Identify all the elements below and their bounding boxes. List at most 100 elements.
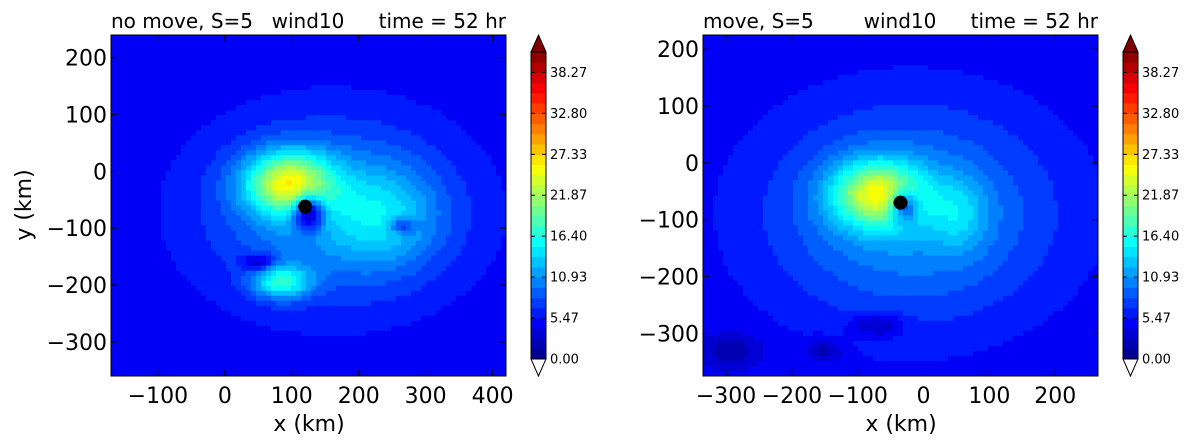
contour-cell bbox=[341, 270, 347, 277]
contour-cell bbox=[391, 45, 397, 51]
contour-cell bbox=[121, 225, 127, 232]
contour-cell bbox=[451, 155, 457, 161]
contour-cell bbox=[236, 205, 242, 212]
contour-cell bbox=[166, 225, 172, 232]
contour-cell bbox=[236, 115, 242, 121]
contour-cell bbox=[491, 75, 497, 81]
contour-cell bbox=[266, 290, 272, 297]
contour-cell bbox=[286, 135, 292, 141]
contour-cell bbox=[191, 325, 197, 332]
contour-cell bbox=[476, 235, 482, 242]
contour-cell bbox=[461, 135, 467, 141]
contour-cell bbox=[391, 295, 397, 302]
contour-cell bbox=[406, 315, 412, 322]
contour-cell bbox=[401, 320, 407, 327]
contour-cell bbox=[486, 200, 492, 207]
contour-cell bbox=[216, 105, 222, 111]
contour-cell bbox=[196, 205, 202, 212]
contour-cell bbox=[221, 315, 227, 322]
contour-cell bbox=[276, 325, 282, 332]
contour-cell bbox=[181, 125, 187, 131]
contour-cell bbox=[221, 345, 227, 352]
contour-cell bbox=[171, 120, 177, 126]
contour-cell bbox=[456, 345, 462, 352]
contour-cell bbox=[321, 185, 327, 192]
contour-cell bbox=[316, 250, 322, 257]
contour-cell bbox=[421, 60, 427, 66]
contour-cell bbox=[346, 140, 352, 146]
contour-cell bbox=[481, 135, 487, 141]
contour-cell bbox=[196, 295, 202, 302]
contour-cell bbox=[446, 160, 452, 166]
contour-cell bbox=[171, 270, 177, 277]
contour-cell bbox=[126, 85, 132, 91]
contour-cell bbox=[456, 80, 462, 86]
contour-cell bbox=[461, 265, 467, 272]
contour-cell bbox=[141, 310, 147, 317]
contour-cell bbox=[501, 265, 506, 272]
contour-cell bbox=[216, 65, 222, 71]
contour-cell bbox=[136, 350, 142, 357]
contour-cell bbox=[281, 70, 287, 76]
contour-cell bbox=[286, 325, 292, 332]
contour-cell bbox=[236, 140, 242, 146]
contour-cell bbox=[176, 280, 182, 287]
contour-cell bbox=[371, 195, 377, 202]
contour-cell bbox=[121, 100, 127, 106]
contour-cell bbox=[421, 50, 427, 56]
contour-cell bbox=[201, 255, 207, 262]
contour-cell bbox=[286, 340, 292, 347]
contour-cell bbox=[161, 140, 167, 146]
contour-cell bbox=[136, 310, 142, 317]
contour-cell bbox=[166, 310, 172, 317]
contour-cell bbox=[226, 255, 232, 262]
contour-cell bbox=[456, 295, 462, 302]
contour-cell bbox=[256, 305, 262, 312]
contour-cell bbox=[166, 315, 172, 322]
contour-cell bbox=[471, 320, 477, 327]
contour-cell bbox=[456, 140, 462, 146]
contour-cell bbox=[166, 155, 172, 161]
contour-cell bbox=[111, 115, 117, 121]
contour-cell bbox=[461, 325, 467, 332]
contour-cell bbox=[246, 260, 252, 267]
contour-cell bbox=[151, 255, 157, 262]
contour-cell bbox=[186, 315, 192, 322]
contour-cell bbox=[286, 225, 292, 232]
contour-cell bbox=[156, 280, 162, 287]
contour-cell bbox=[221, 170, 227, 177]
contour-cell bbox=[466, 95, 472, 101]
contour-cell bbox=[471, 120, 477, 126]
contour-cell bbox=[351, 245, 357, 252]
contour-cell bbox=[141, 250, 147, 257]
contour-cell bbox=[181, 260, 187, 267]
contour-cell bbox=[241, 205, 247, 212]
contour-cell bbox=[321, 60, 327, 66]
contour-cell bbox=[481, 100, 487, 106]
contour-cell bbox=[321, 120, 327, 126]
contour-cell bbox=[456, 160, 462, 166]
contour-cell bbox=[276, 175, 282, 182]
contour-cell bbox=[496, 100, 502, 106]
contour-cell bbox=[156, 135, 162, 141]
contour-cell bbox=[491, 190, 497, 197]
contour-cell bbox=[281, 240, 287, 247]
contour-cell bbox=[251, 110, 257, 116]
contour-cell bbox=[276, 75, 282, 81]
contour-cell bbox=[186, 345, 192, 352]
contour-cell bbox=[441, 315, 447, 322]
contour-cell bbox=[116, 190, 122, 197]
contour-cell bbox=[241, 150, 247, 156]
contour-cell bbox=[166, 100, 172, 106]
contour-cell bbox=[401, 290, 407, 297]
contour-cell bbox=[291, 75, 297, 81]
contour-cell bbox=[146, 155, 152, 161]
contour-cell bbox=[401, 340, 407, 347]
contour-cell bbox=[261, 235, 267, 242]
contour-cell bbox=[256, 270, 262, 277]
contour-cell bbox=[156, 50, 162, 56]
contour-cell bbox=[281, 295, 287, 302]
contour-cell bbox=[126, 250, 132, 257]
contour-cell bbox=[366, 175, 372, 182]
contour-cell bbox=[226, 260, 232, 267]
